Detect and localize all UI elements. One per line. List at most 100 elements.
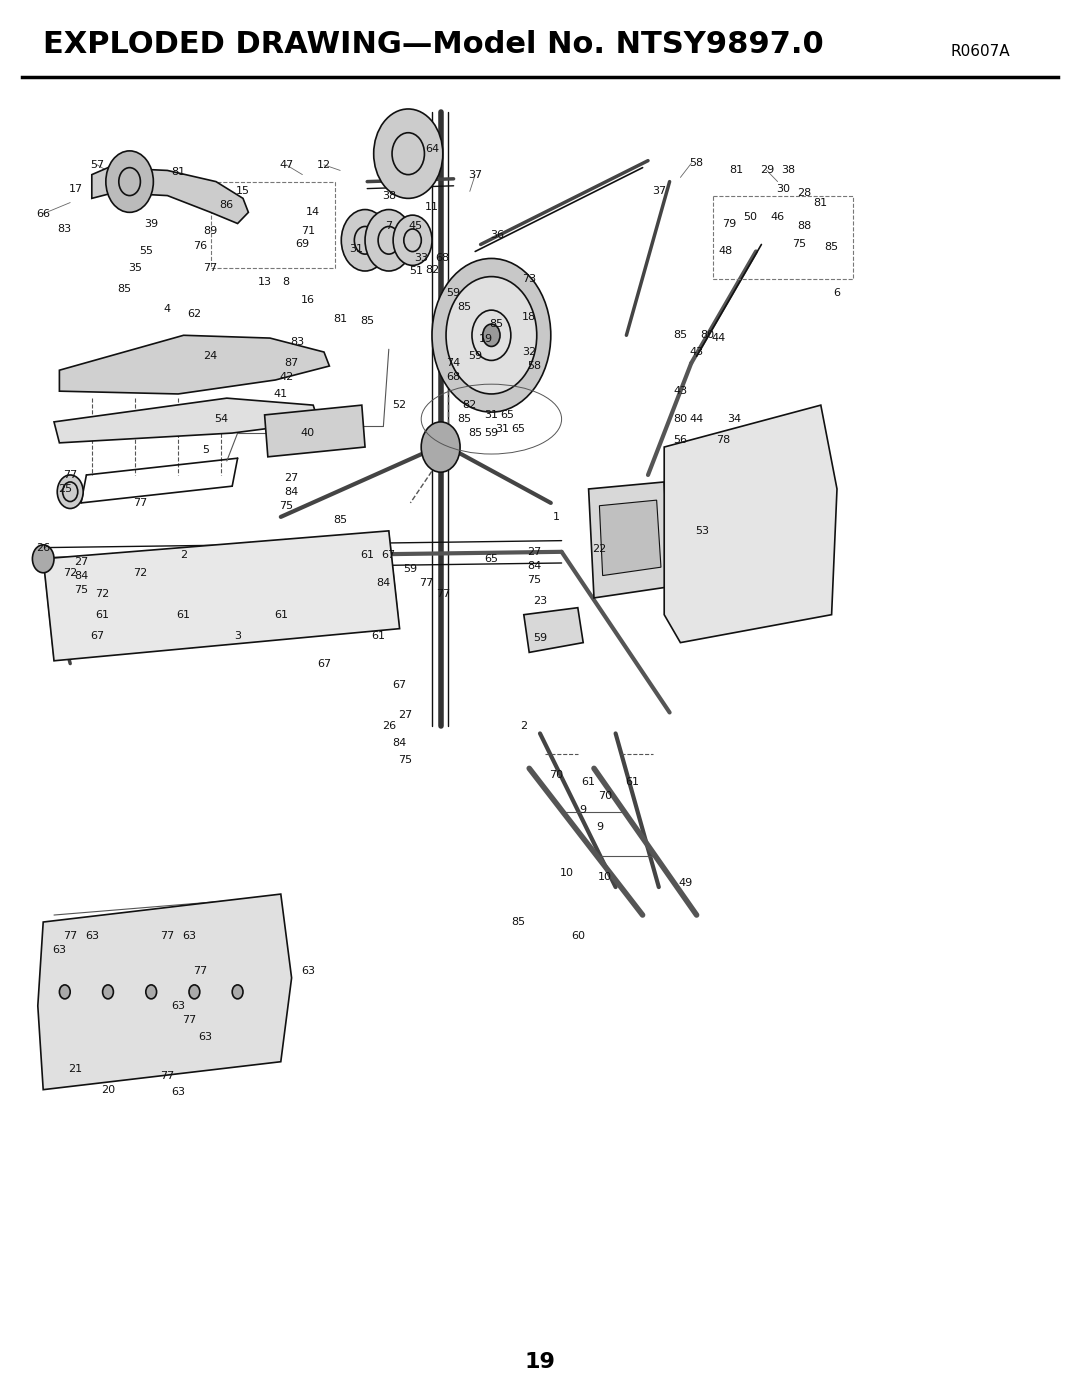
Text: 28: 28 <box>797 187 812 198</box>
Text: 84: 84 <box>73 570 89 581</box>
Text: 55: 55 <box>139 246 152 257</box>
Text: 53: 53 <box>696 525 708 536</box>
Text: 84: 84 <box>284 486 299 497</box>
Text: 83: 83 <box>57 224 72 235</box>
Text: 61: 61 <box>274 609 287 620</box>
Text: 63: 63 <box>183 930 195 942</box>
Text: 40: 40 <box>300 427 315 439</box>
Text: 80: 80 <box>673 414 688 425</box>
Text: 72: 72 <box>133 567 148 578</box>
Text: 72: 72 <box>63 567 78 578</box>
Text: 35: 35 <box>129 263 141 274</box>
Polygon shape <box>43 531 400 661</box>
Text: 27: 27 <box>73 556 89 567</box>
Text: 63: 63 <box>85 930 98 942</box>
Text: 29: 29 <box>759 165 774 176</box>
Text: 31: 31 <box>350 243 363 254</box>
Text: 73: 73 <box>522 274 537 285</box>
Text: 37: 37 <box>468 169 483 180</box>
Text: 61: 61 <box>361 549 374 560</box>
Text: 83: 83 <box>289 337 305 348</box>
Text: 20: 20 <box>100 1084 116 1095</box>
Text: 77: 77 <box>181 1014 197 1025</box>
Text: 54: 54 <box>214 414 229 425</box>
Circle shape <box>103 985 113 999</box>
Text: 59: 59 <box>403 563 418 574</box>
Text: 10: 10 <box>561 868 573 879</box>
Text: 22: 22 <box>592 543 607 555</box>
Text: 49: 49 <box>678 877 693 888</box>
Text: 70: 70 <box>597 791 612 802</box>
Text: 8: 8 <box>283 277 289 288</box>
Text: 70: 70 <box>549 770 564 781</box>
Text: 64: 64 <box>424 144 440 155</box>
Text: 61: 61 <box>625 777 638 788</box>
Text: 27: 27 <box>397 710 413 721</box>
Text: 76: 76 <box>192 240 207 251</box>
Text: 18: 18 <box>522 312 537 323</box>
Text: 77: 77 <box>63 469 78 481</box>
Text: 41: 41 <box>273 388 288 400</box>
Circle shape <box>106 151 153 212</box>
Text: 38: 38 <box>381 190 396 201</box>
Text: 4: 4 <box>164 303 171 314</box>
Polygon shape <box>265 405 365 457</box>
Text: 59: 59 <box>468 351 483 362</box>
Text: 34: 34 <box>727 414 742 425</box>
Text: 68: 68 <box>435 253 450 264</box>
Text: 85: 85 <box>468 427 483 439</box>
Polygon shape <box>54 398 319 443</box>
Text: 37: 37 <box>651 186 666 197</box>
Text: 65: 65 <box>512 423 525 434</box>
Text: 77: 77 <box>63 930 78 942</box>
Text: 15: 15 <box>237 186 249 197</box>
Text: 82: 82 <box>462 400 477 411</box>
Circle shape <box>421 422 460 472</box>
Text: 84: 84 <box>527 560 542 571</box>
Text: 75: 75 <box>279 500 294 511</box>
Text: 19: 19 <box>478 334 494 345</box>
Circle shape <box>446 277 537 394</box>
Text: 77: 77 <box>192 965 207 977</box>
Text: 67: 67 <box>381 549 396 560</box>
Polygon shape <box>59 335 329 394</box>
Text: 6: 6 <box>834 288 840 299</box>
Text: 81: 81 <box>333 313 348 324</box>
Text: 86: 86 <box>219 200 234 211</box>
Text: 84: 84 <box>376 577 391 588</box>
Text: R0607A: R0607A <box>950 43 1010 59</box>
Circle shape <box>232 985 243 999</box>
Polygon shape <box>92 168 248 224</box>
Text: 63: 63 <box>172 1000 185 1011</box>
Circle shape <box>365 210 413 271</box>
Text: 77: 77 <box>419 577 434 588</box>
Text: 2: 2 <box>521 721 527 732</box>
Text: 87: 87 <box>284 358 299 369</box>
Text: 78: 78 <box>716 434 731 446</box>
Text: 85: 85 <box>673 330 688 341</box>
Text: 44: 44 <box>689 414 704 425</box>
Text: 67: 67 <box>392 679 407 690</box>
Text: 9: 9 <box>596 821 603 833</box>
Text: 52: 52 <box>392 400 407 411</box>
Text: 10: 10 <box>598 872 611 883</box>
Text: 67: 67 <box>316 658 332 669</box>
Text: 61: 61 <box>372 630 384 641</box>
Text: 51: 51 <box>409 265 422 277</box>
Text: 65: 65 <box>485 553 498 564</box>
Polygon shape <box>524 608 583 652</box>
Text: 58: 58 <box>689 158 704 169</box>
Text: 75: 75 <box>73 584 89 595</box>
Text: 59: 59 <box>484 427 499 439</box>
Text: 75: 75 <box>397 754 413 766</box>
Circle shape <box>341 210 389 271</box>
Text: 13: 13 <box>258 277 271 288</box>
Text: 84: 84 <box>392 738 407 749</box>
Text: 45: 45 <box>408 221 423 232</box>
Text: 81: 81 <box>813 197 828 208</box>
Polygon shape <box>664 405 837 643</box>
Text: 17: 17 <box>68 183 83 194</box>
Text: 44: 44 <box>711 332 726 344</box>
Text: 74: 74 <box>446 358 461 369</box>
Text: 63: 63 <box>199 1031 212 1042</box>
